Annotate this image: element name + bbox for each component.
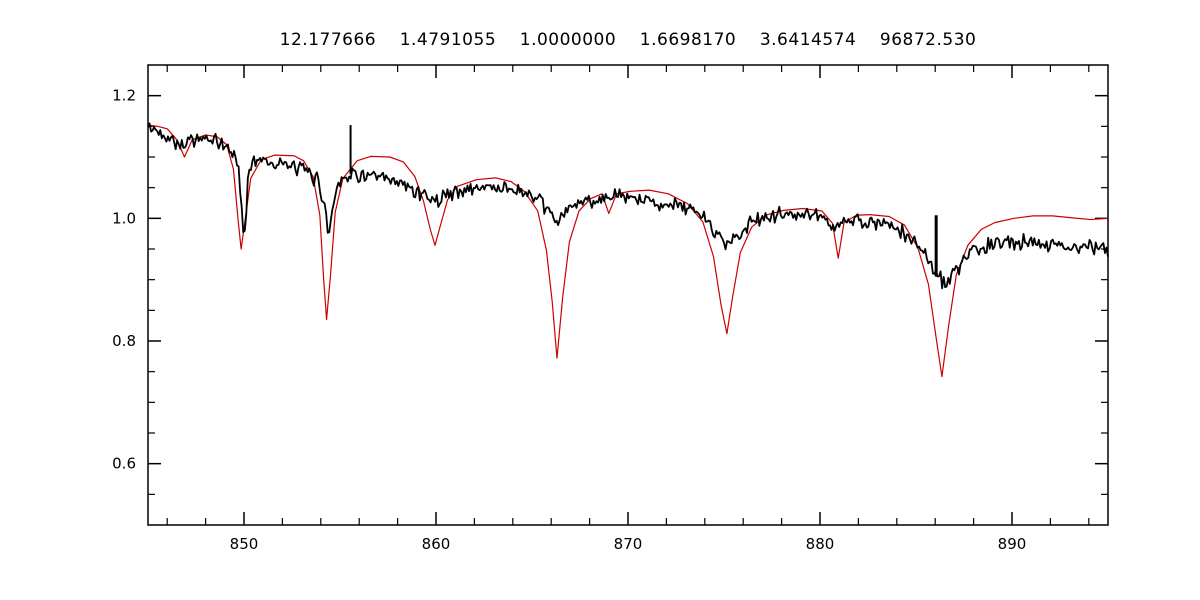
x-tick-label: 860 [422, 535, 451, 553]
observed-spectrum-line [147, 122, 1109, 290]
plot-title: 12.177666 1.4791055 1.0000000 1.6698170 … [279, 30, 977, 50]
y-tick-label: 1.0 [112, 209, 136, 227]
x-tick-label: 870 [614, 535, 643, 553]
y-tick-label: 1.2 [112, 87, 136, 105]
y-tick-label: 0.6 [112, 455, 136, 473]
x-tick-label: 880 [806, 535, 835, 553]
x-tick-label: 850 [230, 535, 259, 553]
y-tick-label: 0.8 [112, 332, 136, 350]
model-spectrum-line [147, 124, 1109, 378]
x-tick-label: 890 [998, 535, 1027, 553]
plot-frame [147, 64, 1109, 526]
